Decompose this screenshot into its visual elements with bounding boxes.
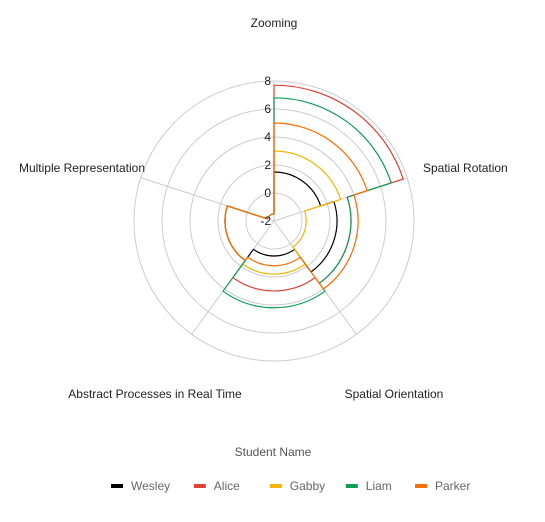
axis-label: Spatial Rotation [423,161,508,175]
axis-label: Spatial Orientation [345,387,444,401]
legend-swatch [415,484,427,488]
r-tick-label: 4 [264,130,271,144]
axis-label: Zooming [251,16,298,30]
r-tick-label: 2 [264,158,271,172]
series-gabby [224,150,342,275]
legend-swatch [111,484,123,488]
legend-label: Liam [366,479,392,493]
r-tick-label: -2 [260,214,271,228]
r-tick-label: 6 [264,102,271,116]
axis-label: Abstract Processes in Real Time [68,387,242,401]
radar-series [222,84,404,309]
legend-swatch [345,484,358,488]
legend-label: Parker [435,479,470,493]
series-liam [222,97,392,309]
legend-swatch [193,484,206,488]
legend-label: Wesley [131,479,170,493]
legend-title: Student Name [235,445,312,459]
r-tick-label: 0 [264,186,271,200]
legend-label: Alice [214,479,240,493]
axis-label: Multiple Representation [19,161,145,175]
series-parker [224,122,368,290]
r-tick-label: 8 [264,74,271,88]
series-wesley [224,171,338,273]
legend-label: Gabby [290,479,325,493]
legend: Wesley Alice Gabby Liam Parker [111,479,470,493]
legend-swatch [269,484,282,488]
radar-labels: -2 0 2 4 6 8 Zooming Spatial Rotation Spatial Or… [19,16,508,401]
